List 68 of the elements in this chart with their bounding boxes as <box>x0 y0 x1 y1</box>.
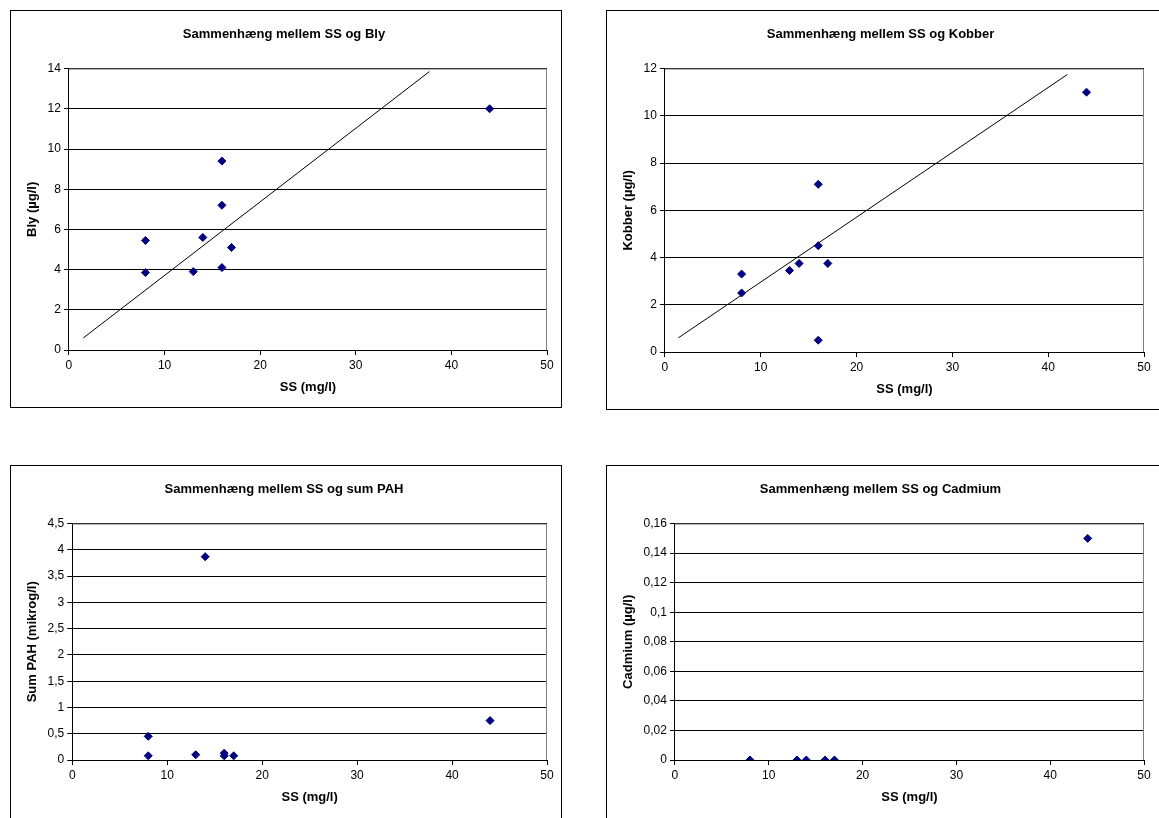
y-tick-label: 4 <box>54 261 62 276</box>
x-tick-label: 30 <box>350 767 365 782</box>
x-axis-title: SS (mg/l) <box>881 788 938 804</box>
x-tick-label: 20 <box>855 767 870 782</box>
y-tick-label: 0 <box>54 342 62 357</box>
y-tick-label: 1,5 <box>47 673 65 688</box>
y-tick-label: 14 <box>47 60 62 75</box>
chart-title: Sammenhæng mellem SS og sum PAH <box>164 481 404 497</box>
y-tick-label: 2 <box>650 297 658 312</box>
y-tick-label: 6 <box>54 221 62 236</box>
x-tick-label: 10 <box>754 359 768 374</box>
x-tick-label: 30 <box>949 767 964 782</box>
x-tick-label: 30 <box>945 359 960 374</box>
y-tick-label: 0 <box>660 752 668 767</box>
y-tick-label: 8 <box>54 181 62 196</box>
x-tick-label: 10 <box>157 357 172 372</box>
x-axis-title: SS (mg/l) <box>279 378 337 394</box>
x-tick-label: 0 <box>671 767 679 782</box>
x-tick-label: 40 <box>1041 359 1056 374</box>
x-tick-label: 50 <box>540 357 554 372</box>
y-tick-label: 0,16 <box>643 515 668 530</box>
y-tick-label: 6 <box>650 202 658 217</box>
y-tick-label: 10 <box>643 108 658 123</box>
x-tick-label: 50 <box>1137 767 1151 782</box>
x-tick-label: 40 <box>1043 767 1058 782</box>
y-axis-title: Kobber (µg/l) <box>620 170 636 251</box>
x-tick-label: 30 <box>349 357 363 372</box>
x-tick-label: 40 <box>445 767 460 782</box>
y-tick-label: 0 <box>57 752 65 767</box>
y-tick-label: 3,5 <box>47 568 65 583</box>
chart-title: Sammenhæng mellem SS og Bly <box>182 26 386 42</box>
chart-title: Sammenhæng mellem SS og Kobber <box>766 26 995 42</box>
x-axis-title: SS (mg/l) <box>876 380 933 396</box>
y-tick-label: 12 <box>47 101 62 116</box>
y-tick-label: 8 <box>650 155 658 170</box>
chart-title: Sammenhæng mellem SS og Cadmium <box>759 481 1002 497</box>
y-tick-label: 0,12 <box>643 575 668 590</box>
y-tick-label: 12 <box>643 60 658 75</box>
x-axis-title: SS (mg/l) <box>281 788 338 804</box>
y-tick-label: 0,04 <box>643 693 668 708</box>
x-tick-label: 20 <box>255 767 270 782</box>
y-tick-label: 0,02 <box>643 722 668 737</box>
x-tick-label: 10 <box>762 767 776 782</box>
y-axis-title: Bly (µg/l) <box>24 181 40 237</box>
y-tick-label: 10 <box>47 141 62 156</box>
y-tick-label: 4 <box>57 542 65 557</box>
y-tick-label: 3 <box>57 594 65 609</box>
y-tick-label: 4,5 <box>47 515 65 530</box>
x-tick-label: 10 <box>160 767 175 782</box>
y-tick-label: 0 <box>650 344 658 359</box>
y-tick-label: 0,06 <box>643 663 668 678</box>
x-tick-label: 50 <box>540 767 554 782</box>
y-tick-label: 2 <box>54 302 62 317</box>
y-tick-label: 0,5 <box>47 726 65 741</box>
x-tick-label: 20 <box>849 359 864 374</box>
x-tick-label: 40 <box>444 357 459 372</box>
y-tick-label: 0,08 <box>643 634 668 649</box>
x-tick-label: 50 <box>1137 359 1151 374</box>
x-tick-label: 20 <box>253 357 268 372</box>
x-tick-label: 0 <box>68 767 76 782</box>
y-axis-title: Sum PAH (mikrog/l) <box>24 581 40 703</box>
y-tick-label: 2 <box>57 647 65 662</box>
y-tick-label: 0,1 <box>650 604 668 619</box>
y-tick-label: 1 <box>57 699 65 714</box>
y-tick-label: 0,14 <box>643 545 668 560</box>
y-tick-label: 4 <box>650 249 658 264</box>
y-axis-title: Cadmium (µg/l) <box>620 594 636 689</box>
y-tick-label: 2,5 <box>47 620 65 635</box>
